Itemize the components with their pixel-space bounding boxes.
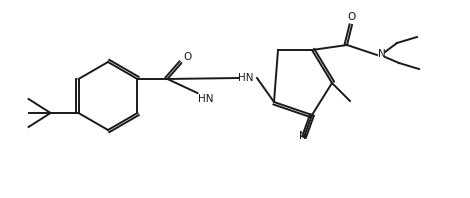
Text: HN: HN (238, 73, 253, 83)
Text: O: O (183, 52, 192, 62)
Text: HN: HN (198, 94, 214, 104)
Text: O: O (348, 12, 356, 22)
Text: N: N (299, 131, 307, 141)
Text: N: N (378, 49, 386, 59)
